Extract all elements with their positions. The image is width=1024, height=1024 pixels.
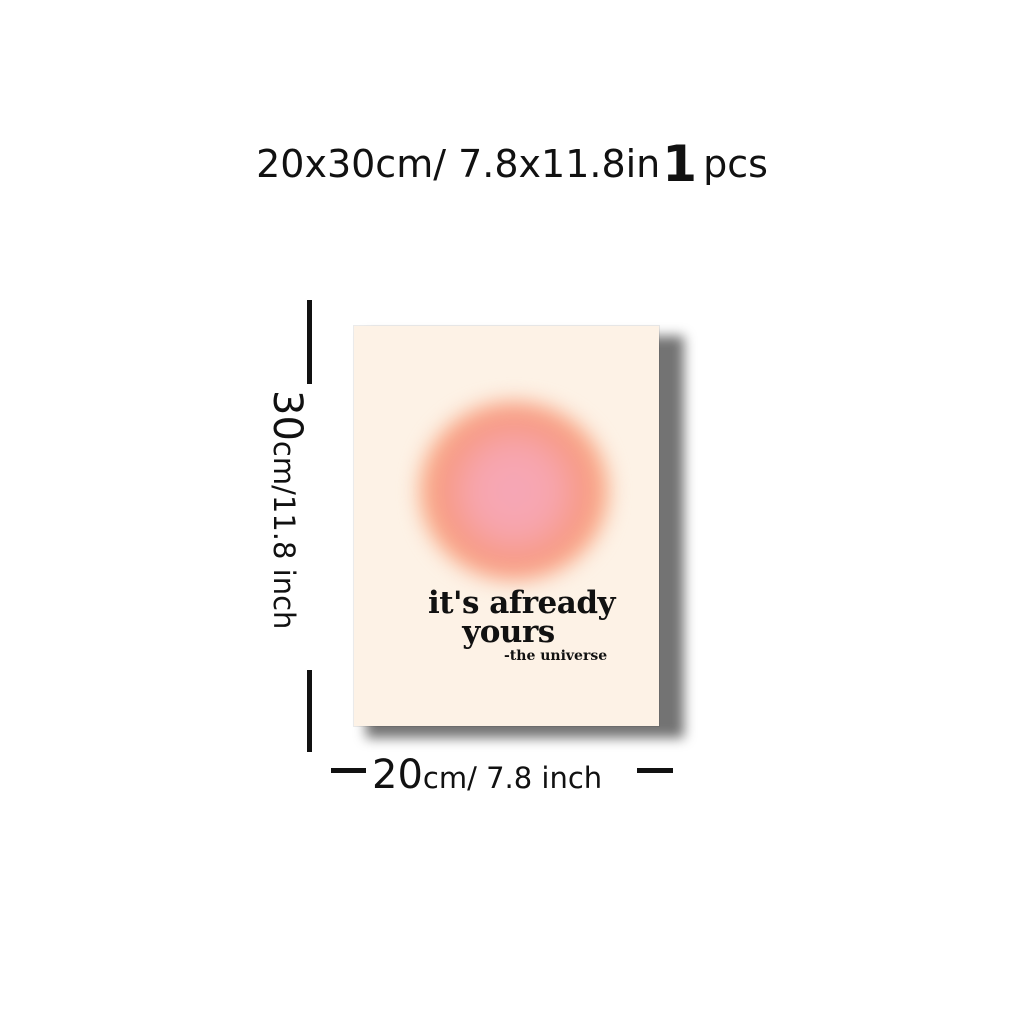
quote-attribution: -the universe xyxy=(504,648,608,664)
height-dimension-line-top xyxy=(307,300,312,384)
quote-line-2: yours xyxy=(462,614,555,650)
width-dimension-line-right xyxy=(637,768,673,773)
size-header: 20x30cm/ 7.8x11.8in1 pcs xyxy=(0,135,1024,193)
height-dimension-line-bottom xyxy=(307,670,312,752)
size-text: 20x30cm/ 7.8x11.8in xyxy=(256,142,661,186)
quote-line-1: it's afready xyxy=(427,585,616,621)
width-dimension-line-left xyxy=(331,768,366,773)
height-dimension-label: 30cm/11.8 inch xyxy=(264,390,310,629)
width-unit: cm/ 7.8 inch xyxy=(422,761,603,795)
poster: it's afready yours -the universe xyxy=(354,326,659,726)
height-value: 30 xyxy=(264,390,310,441)
width-dimension-label: 20cm/ 7.8 inch xyxy=(372,752,602,798)
quantity-unit: pcs xyxy=(703,142,768,186)
aura-gradient-circle xyxy=(419,401,609,581)
quantity-number: 1 xyxy=(662,135,698,193)
width-value: 20 xyxy=(372,752,423,798)
height-unit: cm/11.8 inch xyxy=(267,440,301,630)
poster-quote: it's afready yours xyxy=(354,585,659,650)
